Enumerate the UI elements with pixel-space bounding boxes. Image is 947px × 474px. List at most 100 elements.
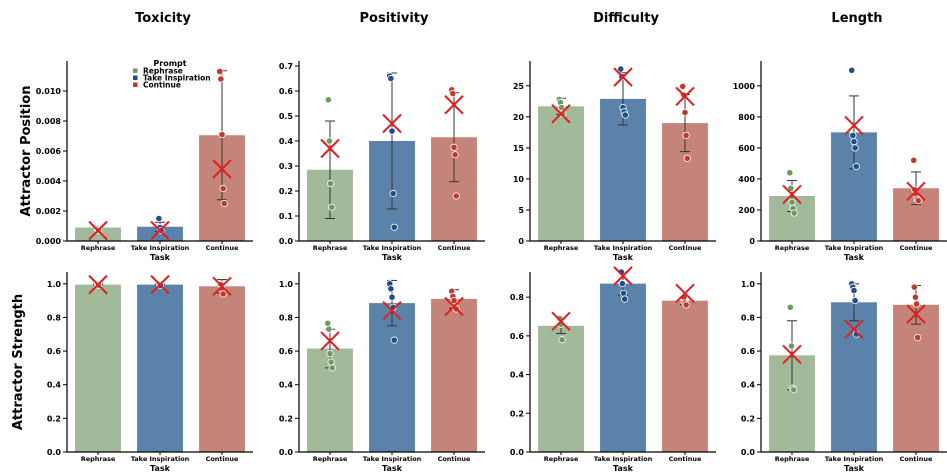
- y-tick-label: 0.004: [36, 177, 62, 186]
- y-tick-label: 0: [518, 237, 524, 246]
- bar: [199, 286, 245, 452]
- data-point: [387, 74, 395, 83]
- y-tick-label: 0.002: [36, 207, 61, 216]
- data-point: [219, 184, 227, 193]
- y-tick-label: 0.010: [36, 87, 62, 96]
- legend-title: Prompt: [153, 59, 186, 68]
- panel-6: Rephrase Take Inspiration Continue 0.0 0.2 0.…: [510, 266, 716, 473]
- data-point: [910, 156, 918, 164]
- y-tick-label: 0.1: [279, 212, 294, 221]
- y-tick-label: 0: [749, 237, 755, 246]
- category-label: Take Inspiration: [594, 455, 653, 463]
- mean-cross-b: [88, 220, 108, 241]
- data-point: [851, 144, 859, 152]
- category-label: Rephrase: [313, 455, 348, 463]
- bar: [75, 227, 121, 241]
- y-tick-label: 1.0: [47, 280, 62, 289]
- y-tick-label: 5: [518, 206, 524, 215]
- panel-1: Rephrase Take Inspiration Continue 0.0 0.1 0.…: [279, 61, 485, 262]
- data-point: [328, 364, 336, 372]
- data-point: [787, 342, 796, 350]
- data-point: [790, 386, 798, 394]
- mean-cross-b: [212, 276, 232, 297]
- bar: [893, 304, 939, 452]
- mean-cross-b: [88, 274, 108, 295]
- category-label: Take Inspiration: [825, 455, 884, 463]
- legend-label-rephrase: Rephrase: [143, 67, 183, 76]
- bar: [600, 283, 646, 452]
- category-label: Rephrase: [81, 455, 116, 463]
- mean-cross-b: [906, 304, 926, 324]
- data-point: [682, 301, 690, 309]
- data-point: [911, 293, 920, 301]
- data-point: [914, 197, 922, 205]
- data-point: [912, 300, 921, 308]
- data-point: [324, 96, 332, 104]
- category-label: Rephrase: [313, 244, 348, 252]
- y-tick-label: 0.2: [279, 414, 293, 423]
- y-tick-label: 0.4: [47, 381, 62, 390]
- mean-cross-b: [844, 319, 864, 339]
- data-point: [450, 143, 458, 151]
- y-tick-label: 0.3: [279, 162, 293, 171]
- bar: [75, 284, 121, 452]
- y-tick-label: 0.2: [510, 409, 524, 418]
- category-label: Continue: [206, 244, 239, 252]
- category-label: Take Inspiration: [363, 455, 422, 463]
- data-point: [559, 110, 567, 118]
- y-tick-label: 10: [513, 175, 525, 184]
- category-label: Continue: [438, 244, 471, 252]
- panel-5: Rephrase Take Inspiration Continue 0.0 0.2 0.…: [279, 272, 485, 473]
- panels: Rephrase Take Inspiration Continue0.0000.0…: [36, 61, 947, 473]
- data-point: [681, 108, 689, 117]
- x-axis-title: Task: [150, 464, 171, 473]
- category-label: Continue: [206, 455, 239, 463]
- y-tick-label: 600: [738, 144, 755, 153]
- x-axis-title: Task: [844, 464, 865, 473]
- column-title-length: Length: [831, 11, 882, 26]
- data-point: [679, 82, 687, 91]
- y-tick-label: 0.6: [510, 332, 525, 341]
- data-point: [325, 137, 334, 145]
- y-tick-label: 400: [738, 175, 755, 184]
- y-tick-label: 0.6: [279, 87, 294, 96]
- data-point: [786, 169, 794, 177]
- data-point: [848, 66, 856, 74]
- data-point: [389, 189, 397, 198]
- data-point: [387, 285, 395, 293]
- category-label: Continue: [669, 244, 702, 252]
- data-point: [683, 154, 691, 163]
- x-axis-title: Task: [613, 464, 634, 473]
- category-label: Rephrase: [775, 244, 810, 252]
- mean-cross-b: [382, 300, 402, 321]
- mean-cross-b: [444, 95, 464, 115]
- y-tick-label: 25: [513, 82, 525, 91]
- y-tick-label: 0.6: [279, 347, 294, 356]
- mean-cross-b: [212, 159, 232, 179]
- data-point: [449, 89, 457, 98]
- y-tick-label: 1.0: [279, 280, 294, 289]
- bar: [831, 302, 877, 452]
- y-tick-label: 0.0: [47, 448, 62, 457]
- y-tick-label: 0.000: [36, 237, 62, 246]
- data-point: [558, 336, 566, 344]
- data-point: [388, 127, 396, 135]
- data-point: [682, 131, 690, 140]
- data-point: [849, 131, 857, 140]
- mean-cross-b: [551, 311, 571, 332]
- y-tick-label: 0.0: [741, 448, 756, 457]
- mean-cross-b: [613, 67, 633, 87]
- y-tick-label: 800: [738, 113, 755, 122]
- y-tick-label: 1000: [733, 82, 756, 91]
- data-point: [788, 198, 796, 206]
- x-axis-title: Task: [844, 253, 865, 262]
- mean-cross-b: [551, 104, 571, 124]
- row-label-attractor-position: Attractor Position: [19, 86, 34, 217]
- column-title-toxicity: Toxicity: [135, 11, 191, 26]
- legend-label-continue: Continue: [143, 81, 181, 90]
- category-label: Rephrase: [544, 244, 579, 252]
- category-label: Continue: [900, 244, 933, 252]
- y-tick-label: 0.7: [279, 62, 293, 71]
- data-point: [328, 203, 336, 211]
- data-point: [618, 280, 627, 288]
